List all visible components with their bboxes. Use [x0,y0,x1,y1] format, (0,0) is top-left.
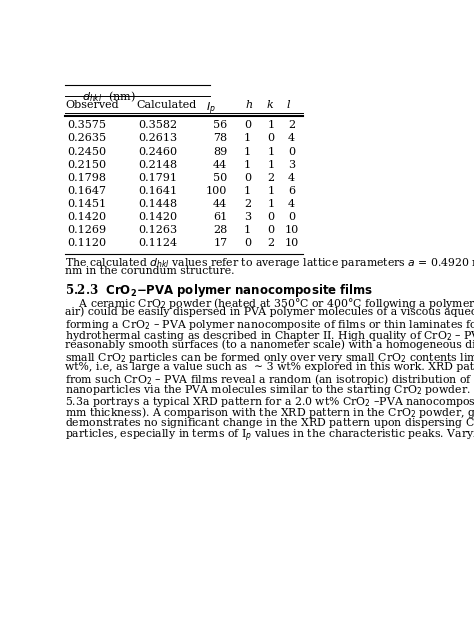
Text: 0: 0 [288,212,295,222]
Text: wt%, i.e, as large a value such as  ∼ 3 wt% explored in this work. XRD patterns : wt%, i.e, as large a value such as ∼ 3 w… [65,362,474,372]
Text: demonstrates no significant change in the XRD pattern upon dispersing CrO$_2$ in: demonstrates no significant change in th… [65,416,474,430]
Text: 2: 2 [288,121,295,131]
Text: A ceramic CrO$_2$ powder (heated at 350°C or 400°C following a polymer complex i: A ceramic CrO$_2$ powder (heated at 350°… [65,296,474,311]
Text: 89: 89 [213,146,228,156]
Text: small CrO$_2$ particles can be formed only over very small CrO$_2$ contents limi: small CrO$_2$ particles can be formed on… [65,351,474,365]
Text: 10: 10 [284,225,299,235]
Text: 0.2635: 0.2635 [67,134,106,143]
Text: 0.1420: 0.1420 [67,212,106,222]
Text: 44: 44 [213,199,228,209]
Text: 0.2450: 0.2450 [67,146,106,156]
Text: 0.1124: 0.1124 [138,238,177,248]
Text: 100: 100 [206,186,228,196]
Text: particles, especially in terms of I$_p$ values in the characteristic peaks. Vary: particles, especially in terms of I$_p$ … [65,427,474,444]
Text: $I_p$: $I_p$ [207,100,216,117]
Text: 0.1798: 0.1798 [67,173,106,183]
Text: 0.1641: 0.1641 [138,186,177,196]
Text: 61: 61 [213,212,228,222]
Text: 1: 1 [267,146,274,156]
Text: 0.1448: 0.1448 [138,199,177,209]
Text: 6: 6 [288,186,295,196]
Text: 3: 3 [288,160,295,170]
Text: 0.3575: 0.3575 [67,121,106,131]
Text: 1: 1 [244,225,251,235]
Text: 0.1263: 0.1263 [138,225,177,235]
Text: from such CrO$_2$ – PVA films reveal a random (an isotropic) distribution of the: from such CrO$_2$ – PVA films reveal a r… [65,372,474,387]
Text: 1: 1 [244,134,251,143]
Text: 1: 1 [244,186,251,196]
Text: forming a CrO$_2$ – PVA polymer nanocomposite of films or thin laminates followi: forming a CrO$_2$ – PVA polymer nanocomp… [65,318,474,332]
Text: nm in the corundum structure.: nm in the corundum structure. [65,266,235,276]
Text: 44: 44 [213,160,228,170]
Text: 2: 2 [267,238,274,248]
Text: 0.1791: 0.1791 [138,173,177,183]
Text: 2: 2 [244,199,251,209]
Text: h: h [245,100,252,110]
Text: Observed: Observed [65,100,119,110]
Text: 0: 0 [288,146,295,156]
Text: 3: 3 [244,212,251,222]
Text: 1: 1 [244,160,251,170]
Text: 0.2613: 0.2613 [138,134,177,143]
Text: 56: 56 [213,121,228,131]
Text: air) could be easily dispersed in PVA polymer molecules of a viscous aqueous med: air) could be easily dispersed in PVA po… [65,307,474,317]
Text: 0.1120: 0.1120 [67,238,106,248]
Text: hydrothermal casting as described in Chapter II. High quality of CrO$_2$ – PVA f: hydrothermal casting as described in Cha… [65,329,474,343]
Text: reasonably smooth surfaces (to a nanometer scale) with a homogeneous distributio: reasonably smooth surfaces (to a nanomet… [65,339,474,350]
Text: l: l [286,100,290,110]
Text: 1: 1 [244,146,251,156]
Text: 0: 0 [267,134,274,143]
Text: 4: 4 [288,134,295,143]
Text: 0.2150: 0.2150 [67,160,106,170]
Text: 10: 10 [284,238,299,248]
Text: 4: 4 [288,199,295,209]
Text: 0: 0 [244,121,251,131]
Text: 5.3a portrays a typical XRD pattern for a 2.0 wt% CrO$_2$ –PVA nanocomposite fil: 5.3a portrays a typical XRD pattern for … [65,394,474,410]
Text: 0: 0 [244,238,251,248]
Text: 0.3582: 0.3582 [138,121,177,131]
Text: 1: 1 [267,186,274,196]
Text: 0.1647: 0.1647 [67,186,106,196]
Text: 1: 1 [267,199,274,209]
Text: The calculated $d_{hkl}$ values refer to average lattice parameters $a$ = 0.4920: The calculated $d_{hkl}$ values refer to… [65,256,474,270]
Text: nanoparticles via the PVA molecules similar to the starting CrO$_2$ powder. For : nanoparticles via the PVA molecules simi… [65,384,474,398]
Text: 5.2.3  $\bf{CrO_2}$$\bf{-PVA\ polymer\ nanocomposite\ films}$: 5.2.3 $\bf{CrO_2}$$\bf{-PVA\ polymer\ na… [65,282,374,299]
Text: 0.1451: 0.1451 [67,199,106,209]
Text: 17: 17 [213,238,228,248]
Text: 1: 1 [267,121,274,131]
Text: 28: 28 [213,225,228,235]
Text: Calculated: Calculated [137,100,197,110]
Text: 0: 0 [267,212,274,222]
Text: 1: 1 [267,160,274,170]
Text: 4: 4 [288,173,295,183]
Text: 2: 2 [267,173,274,183]
Text: 0.1269: 0.1269 [67,225,106,235]
Text: k: k [267,100,273,110]
Text: 0.2148: 0.2148 [138,160,177,170]
Text: 0: 0 [267,225,274,235]
Text: 0.1420: 0.1420 [138,212,177,222]
Text: $d_{hkl}$  (nm): $d_{hkl}$ (nm) [82,90,136,104]
Text: 50: 50 [213,173,228,183]
Text: 78: 78 [213,134,228,143]
Text: 0.2460: 0.2460 [138,146,177,156]
Text: 0: 0 [244,173,251,183]
Text: mm thickness). A comparison with the XRD pattern in the CrO$_2$ powder, given in: mm thickness). A comparison with the XRD… [65,405,474,420]
